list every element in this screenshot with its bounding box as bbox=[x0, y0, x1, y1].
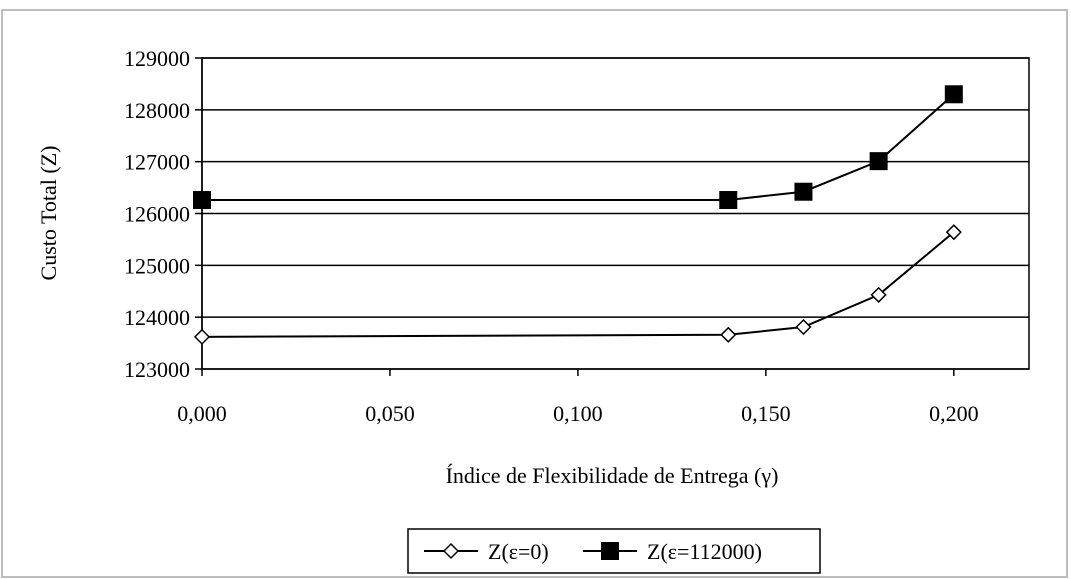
y-ticks: 123000 124000 125000 126000 127000 128000 1290… bbox=[124, 46, 202, 382]
data-point-square bbox=[719, 191, 738, 210]
y-tick-label: 123000 bbox=[124, 357, 190, 382]
x-tick-label: 0,050 bbox=[365, 401, 415, 426]
data-point-square bbox=[193, 191, 211, 210]
y-tick-label: 125000 bbox=[124, 253, 190, 278]
data-point-diamond bbox=[795, 318, 812, 336]
y-axis-label: Custo Total (Z) bbox=[36, 146, 61, 281]
data-point-diamond bbox=[720, 326, 737, 343]
data-point-square bbox=[869, 152, 888, 171]
legend-marker-z-eps-112000 bbox=[601, 542, 619, 560]
y-tick-label: 127000 bbox=[124, 150, 190, 175]
legend-label-z-eps-0: Z(ε=0) bbox=[488, 539, 549, 564]
x-ticks: 0,000 0,050 0,100 0,150 0,200 bbox=[177, 369, 979, 426]
data-point-square bbox=[944, 85, 963, 104]
y-tick-label: 126000 bbox=[124, 202, 190, 227]
series-layer bbox=[193, 85, 963, 345]
x-axis-label: Índice de Flexibilidade de Entrega (γ) bbox=[446, 463, 779, 488]
x-tick-label: 0,100 bbox=[553, 401, 603, 426]
y-tick-label: 129000 bbox=[124, 46, 190, 71]
y-tick-label: 128000 bbox=[124, 98, 190, 123]
legend-marker-z-eps-0 bbox=[442, 542, 460, 560]
legend: Z(ε=0) Z(ε=112000) bbox=[407, 528, 821, 574]
y-tick-label: 124000 bbox=[124, 305, 190, 330]
data-point-diamond bbox=[870, 286, 887, 303]
x-tick-label: 0,200 bbox=[929, 401, 979, 426]
data-point-square bbox=[794, 182, 813, 201]
legend-label-z-eps-112000: Z(ε=112000) bbox=[647, 539, 762, 564]
x-tick-label: 0,150 bbox=[741, 401, 791, 426]
data-point-diamond bbox=[945, 224, 962, 241]
data-point-diamond bbox=[193, 328, 211, 345]
gridlines bbox=[202, 57, 1029, 318]
x-tick-label: 0,000 bbox=[177, 401, 227, 426]
